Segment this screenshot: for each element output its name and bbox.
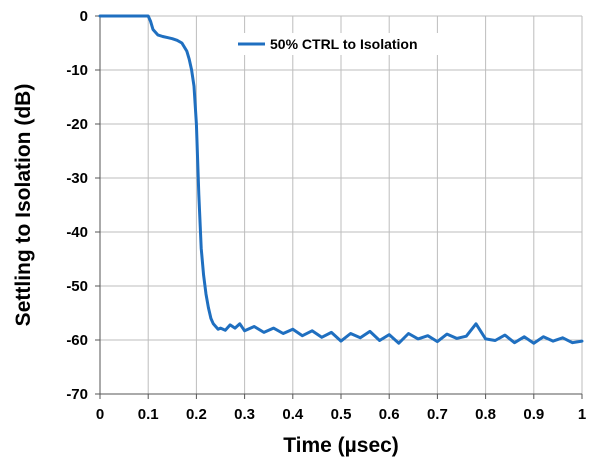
- y-tick-label: 0: [80, 8, 88, 25]
- x-tick-label: 0.6: [379, 406, 400, 423]
- legend-background: [233, 33, 465, 55]
- x-tick-label: 0.2: [186, 406, 207, 423]
- legend-label: 50% CTRL to Isolation: [270, 36, 418, 52]
- x-tick-label: 0.4: [282, 406, 304, 423]
- x-tick-label: 0.9: [523, 406, 544, 423]
- series-line: [98, 14, 584, 345]
- x-tick-label: 0.5: [331, 406, 352, 423]
- y-tick-label: -30: [66, 170, 88, 187]
- y-tick-label: -70: [66, 386, 88, 403]
- x-tick-label: 0.8: [475, 406, 496, 423]
- y-tick-label: -10: [66, 62, 88, 79]
- gridlines: [100, 15, 583, 394]
- y-tick-label: -50: [66, 278, 88, 295]
- y-tick-label: -20: [66, 116, 88, 133]
- x-axis-title: Time (µsec): [283, 434, 399, 457]
- x-tick-label: 1: [578, 406, 586, 423]
- x-tick-labels: 0 0.1 0.2 0.3 0.4 0.5 0.6 0.7 0.8 0.9 1: [96, 406, 586, 423]
- legend: 50% CTRL to Isolation: [233, 33, 465, 55]
- x-tick-label: 0.7: [427, 406, 448, 423]
- y-axis-title: Settling to Isolation (dB): [12, 84, 35, 327]
- x-tick-label: 0: [96, 406, 104, 423]
- x-tick-label: 0.3: [234, 406, 255, 423]
- y-tick-labels: 0 -10 -20 -30 -40 -50 -60 -70: [66, 8, 88, 403]
- series-lines: [98, 14, 584, 345]
- x-tick-label: 0.1: [138, 406, 159, 423]
- y-tick-label: -60: [66, 332, 88, 349]
- axes: [95, 15, 583, 399]
- y-tick-label: -40: [66, 224, 88, 241]
